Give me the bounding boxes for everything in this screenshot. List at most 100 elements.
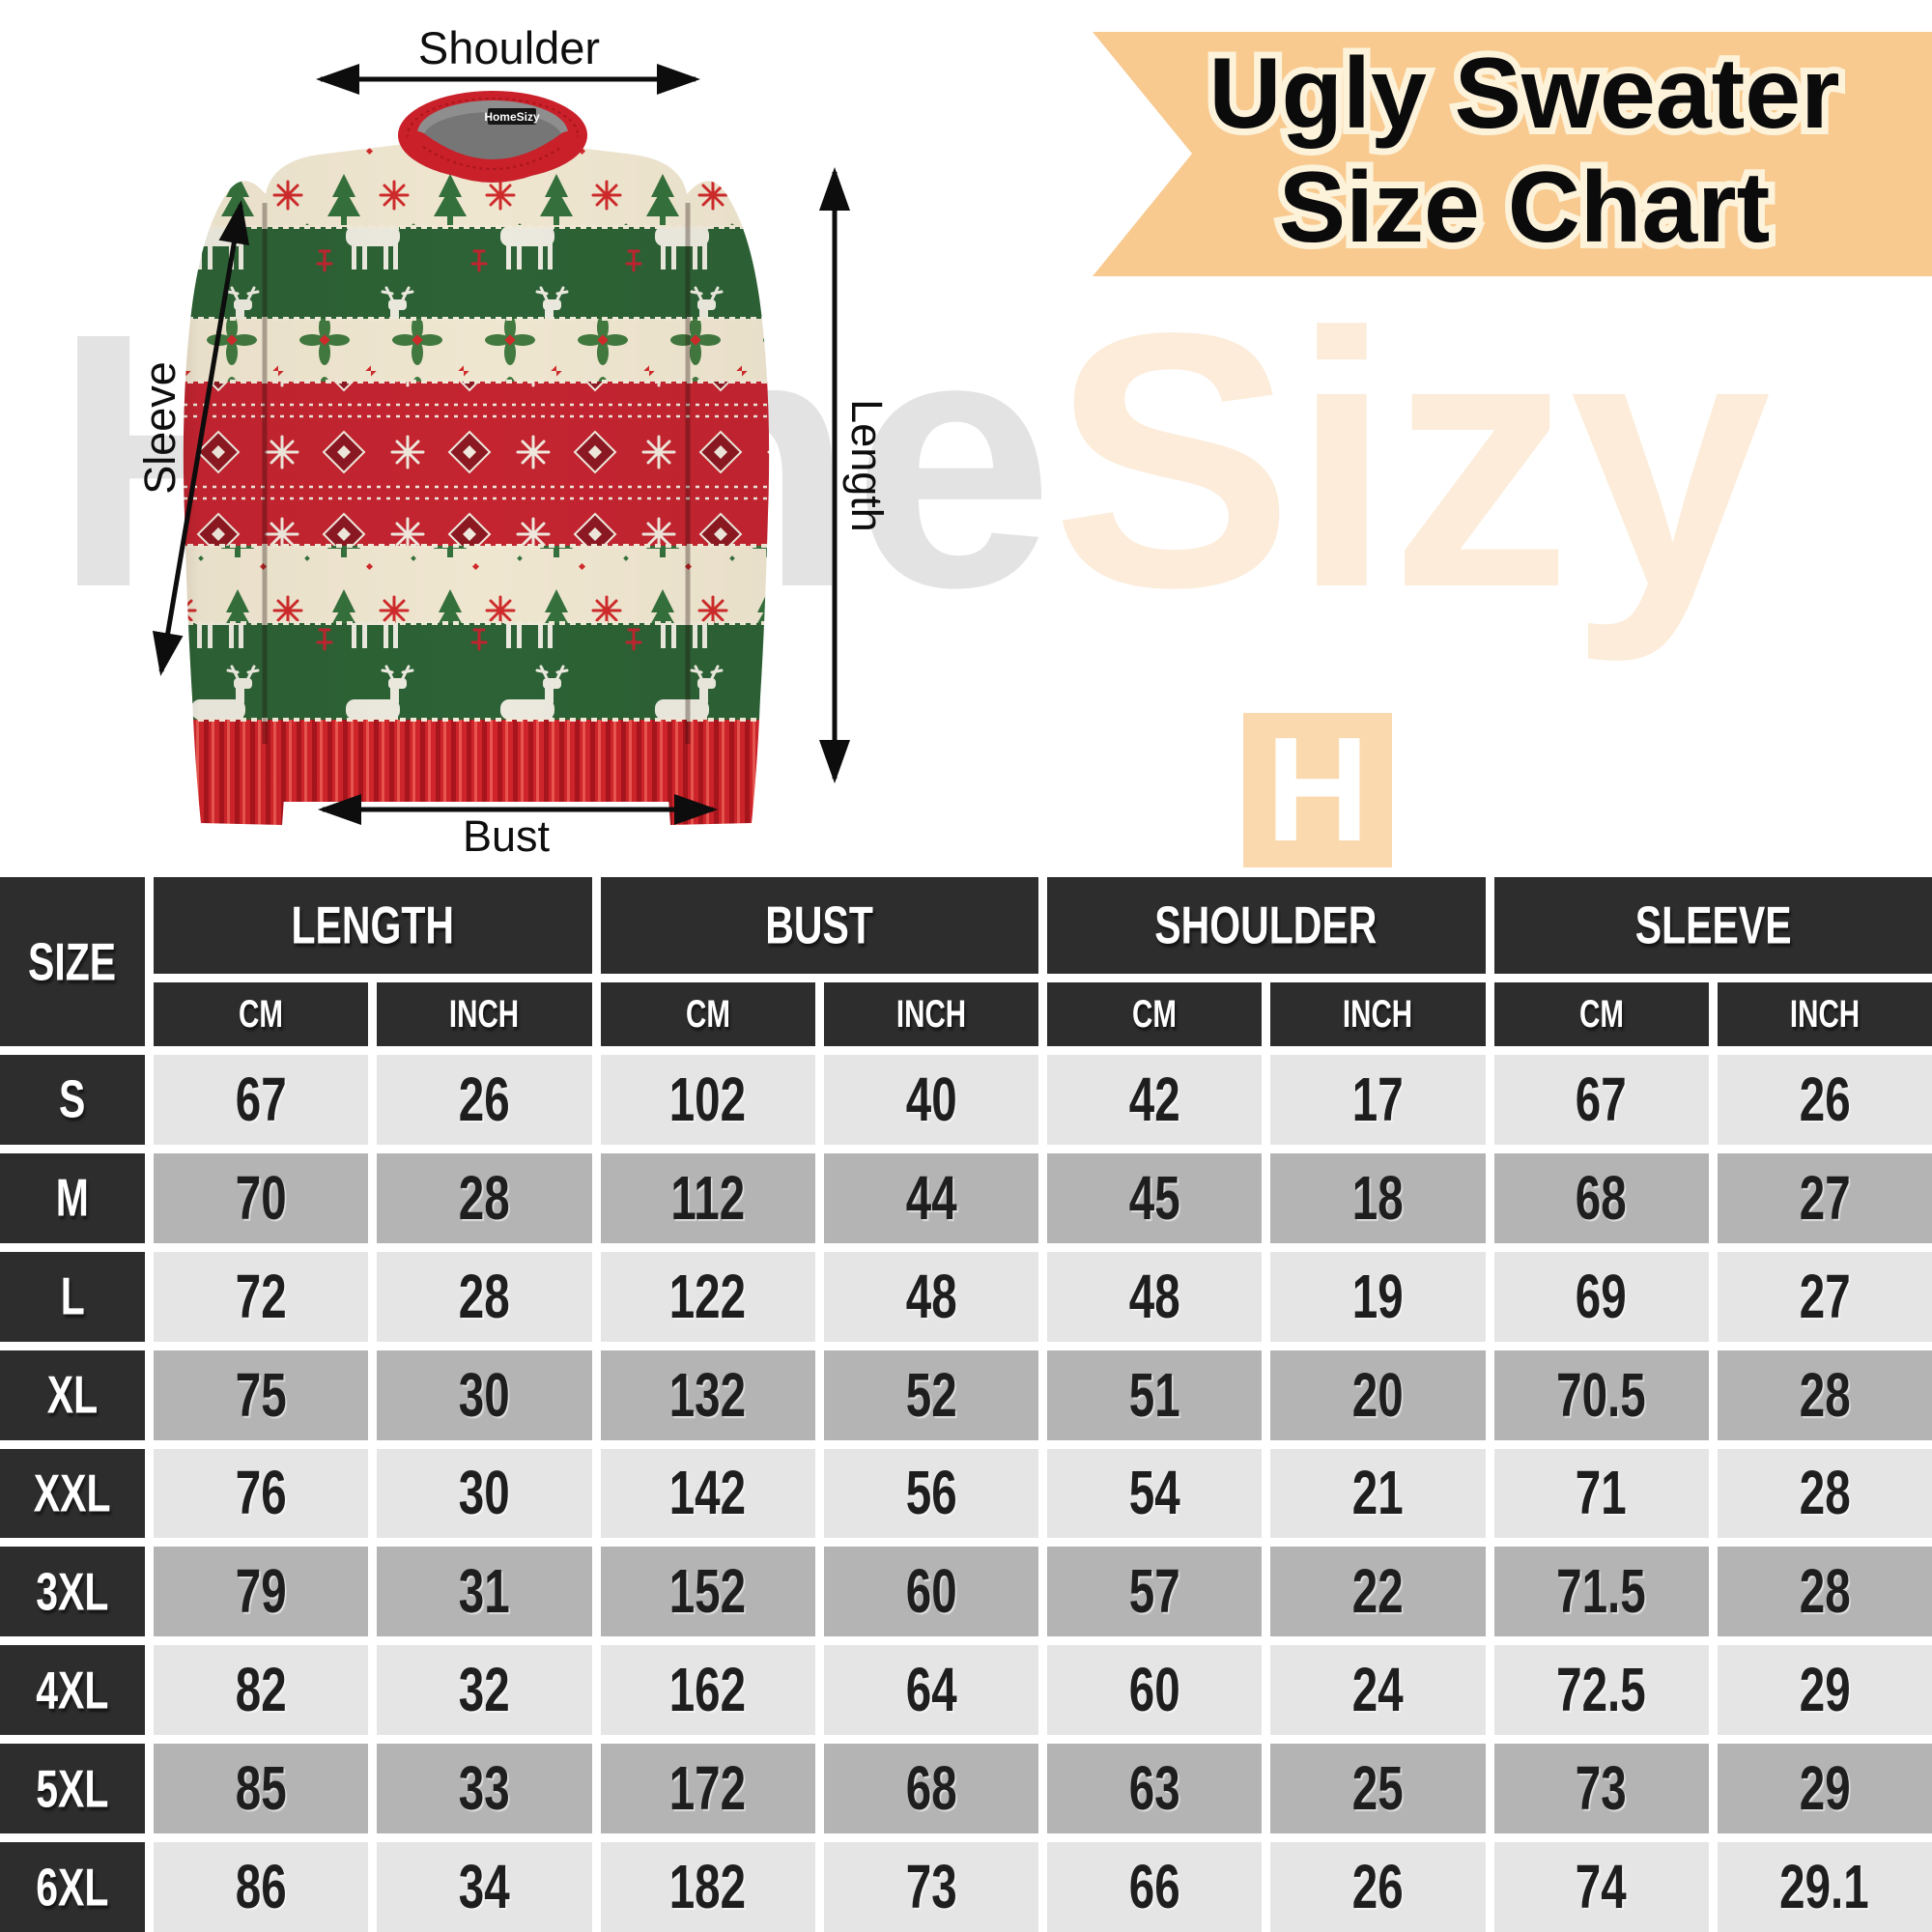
cell-length-inch: 32 (377, 1645, 592, 1736)
size-label: L (0, 1251, 145, 1342)
cell-length-inch: 30 (377, 1350, 592, 1440)
size-label: XL (0, 1350, 145, 1440)
cell-length-inch: 28 (377, 1251, 592, 1342)
cell-bust-cm: 102 (600, 1055, 815, 1145)
cell-shoulder-inch: 17 (1270, 1055, 1486, 1145)
cell-length-cm: 85 (154, 1744, 369, 1833)
cell-shoulder-cm: 42 (1047, 1055, 1263, 1145)
bust-measure-label: Bust (462, 811, 551, 861)
cell-bust-cm: 112 (600, 1152, 815, 1243)
cell-sleeve-inch: 27 (1717, 1152, 1932, 1243)
cell-sleeve-cm: 71 (1493, 1448, 1709, 1539)
cell-sleeve-inch: 29 (1717, 1645, 1932, 1736)
cell-sleeve-inch: 29 (1717, 1744, 1932, 1833)
size-chart-table-wrap: SIZE LENGTH BUST SHOULDER SLEEVE CM INCH… (0, 868, 1932, 1932)
cell-sleeve-inch: 29.1 (1717, 1842, 1932, 1932)
cell-length-inch: 28 (377, 1152, 592, 1243)
cell-sleeve-cm: 68 (1493, 1152, 1709, 1243)
cell-bust-inch: 56 (823, 1448, 1038, 1539)
collar-brand-tag-text: HomeSizy (484, 110, 540, 124)
cell-bust-cm: 182 (600, 1842, 815, 1932)
hero-section: HomeSizy H (0, 0, 1932, 877)
table-row-s: S 67 26 102 40 42 17 67 26 (0, 1055, 1932, 1145)
cell-bust-inch: 44 (823, 1152, 1038, 1243)
sweater-body (183, 141, 770, 825)
cell-shoulder-inch: 25 (1270, 1744, 1486, 1833)
sub-header-shoulder-inch: INCH (1270, 982, 1486, 1046)
group-header-length: LENGTH (154, 877, 592, 974)
shoulder-measure-label: Shoulder (417, 22, 601, 73)
cell-sleeve-inch: 28 (1717, 1547, 1932, 1637)
size-column-header: SIZE (0, 877, 145, 1046)
sub-header-length-inch: INCH (377, 982, 592, 1046)
cell-sleeve-inch: 28 (1717, 1448, 1932, 1539)
sub-header-bust-cm: CM (600, 982, 815, 1046)
size-label: 3XL (0, 1547, 145, 1637)
size-label: 4XL (0, 1645, 145, 1736)
cell-length-cm: 67 (154, 1055, 369, 1145)
sweater-illustration: HomeSizy (152, 63, 851, 826)
cell-bust-cm: 132 (600, 1350, 815, 1440)
table-row-l: L 72 28 122 48 48 19 69 27 (0, 1251, 1932, 1342)
cell-shoulder-cm: 57 (1047, 1547, 1263, 1637)
banner-ribbon-shape (1093, 32, 1932, 276)
cell-length-cm: 86 (154, 1842, 369, 1932)
banner-title-line2: Size Chart (1279, 152, 1771, 264)
table-row-3xl: 3XL 79 31 152 60 57 22 71.5 28 (0, 1547, 1932, 1637)
cell-length-cm: 75 (154, 1350, 369, 1440)
cell-shoulder-inch: 21 (1270, 1448, 1486, 1539)
cell-shoulder-cm: 63 (1047, 1744, 1263, 1833)
sweater-collar: HomeSizy (398, 91, 587, 183)
cell-shoulder-inch: 19 (1270, 1251, 1486, 1342)
size-label: S (0, 1055, 145, 1145)
cell-shoulder-inch: 26 (1270, 1842, 1486, 1932)
cell-bust-inch: 48 (823, 1251, 1038, 1342)
cell-length-cm: 79 (154, 1547, 369, 1637)
size-label: 5XL (0, 1744, 145, 1833)
cell-bust-cm: 152 (600, 1547, 815, 1637)
table-row-6xl: 6XL 86 34 182 73 66 26 74 29.1 (0, 1842, 1932, 1932)
cell-length-cm: 70 (154, 1152, 369, 1243)
sub-header-shoulder-cm: CM (1047, 982, 1263, 1046)
table-row-5xl: 5XL 85 33 172 68 63 25 73 29 (0, 1744, 1932, 1833)
cell-length-inch: 26 (377, 1055, 592, 1145)
group-header-shoulder: SHOULDER (1047, 877, 1486, 974)
table-row-xl: XL 75 30 132 52 51 20 70.5 28 (0, 1350, 1932, 1440)
cell-bust-cm: 172 (600, 1744, 815, 1833)
cell-shoulder-cm: 54 (1047, 1448, 1263, 1539)
cell-sleeve-cm: 72.5 (1493, 1645, 1709, 1736)
cell-length-cm: 72 (154, 1251, 369, 1342)
cell-bust-inch: 40 (823, 1055, 1038, 1145)
cell-shoulder-cm: 66 (1047, 1842, 1263, 1932)
banner-title-line1: Ugly Sweater (1208, 38, 1839, 150)
cell-sleeve-inch: 26 (1717, 1055, 1932, 1145)
cell-shoulder-cm: 48 (1047, 1251, 1263, 1342)
cell-shoulder-inch: 20 (1270, 1350, 1486, 1440)
cell-bust-inch: 68 (823, 1744, 1038, 1833)
cell-length-inch: 31 (377, 1547, 592, 1637)
group-header-sleeve: SLEEVE (1493, 877, 1932, 974)
cell-sleeve-cm: 74 (1493, 1842, 1709, 1932)
collar-brand-tag (488, 108, 536, 125)
size-label: XXL (0, 1448, 145, 1539)
cell-length-cm: 82 (154, 1645, 369, 1736)
cell-shoulder-cm: 45 (1047, 1152, 1263, 1243)
sub-header-sleeve-inch: INCH (1717, 982, 1932, 1046)
cell-sleeve-cm: 69 (1493, 1251, 1709, 1342)
sub-header-bust-inch: INCH (823, 982, 1038, 1046)
cell-sleeve-cm: 67 (1493, 1055, 1709, 1145)
cell-bust-cm: 122 (600, 1251, 815, 1342)
size-chart-table: SIZE LENGTH BUST SHOULDER SLEEVE CM INCH… (0, 868, 1932, 1932)
cell-sleeve-inch: 28 (1717, 1350, 1932, 1440)
cell-length-inch: 34 (377, 1842, 592, 1932)
cell-length-inch: 33 (377, 1744, 592, 1833)
sleeve-measure-arrow (152, 200, 250, 676)
cell-sleeve-cm: 70.5 (1493, 1350, 1709, 1440)
cell-shoulder-inch: 18 (1270, 1152, 1486, 1243)
brand-logo-letter: H (1265, 706, 1370, 873)
sleeve-measure-label: Sleeve (135, 361, 185, 495)
cell-bust-inch: 73 (823, 1842, 1038, 1932)
cell-length-inch: 30 (377, 1448, 592, 1539)
cell-bust-cm: 142 (600, 1448, 815, 1539)
